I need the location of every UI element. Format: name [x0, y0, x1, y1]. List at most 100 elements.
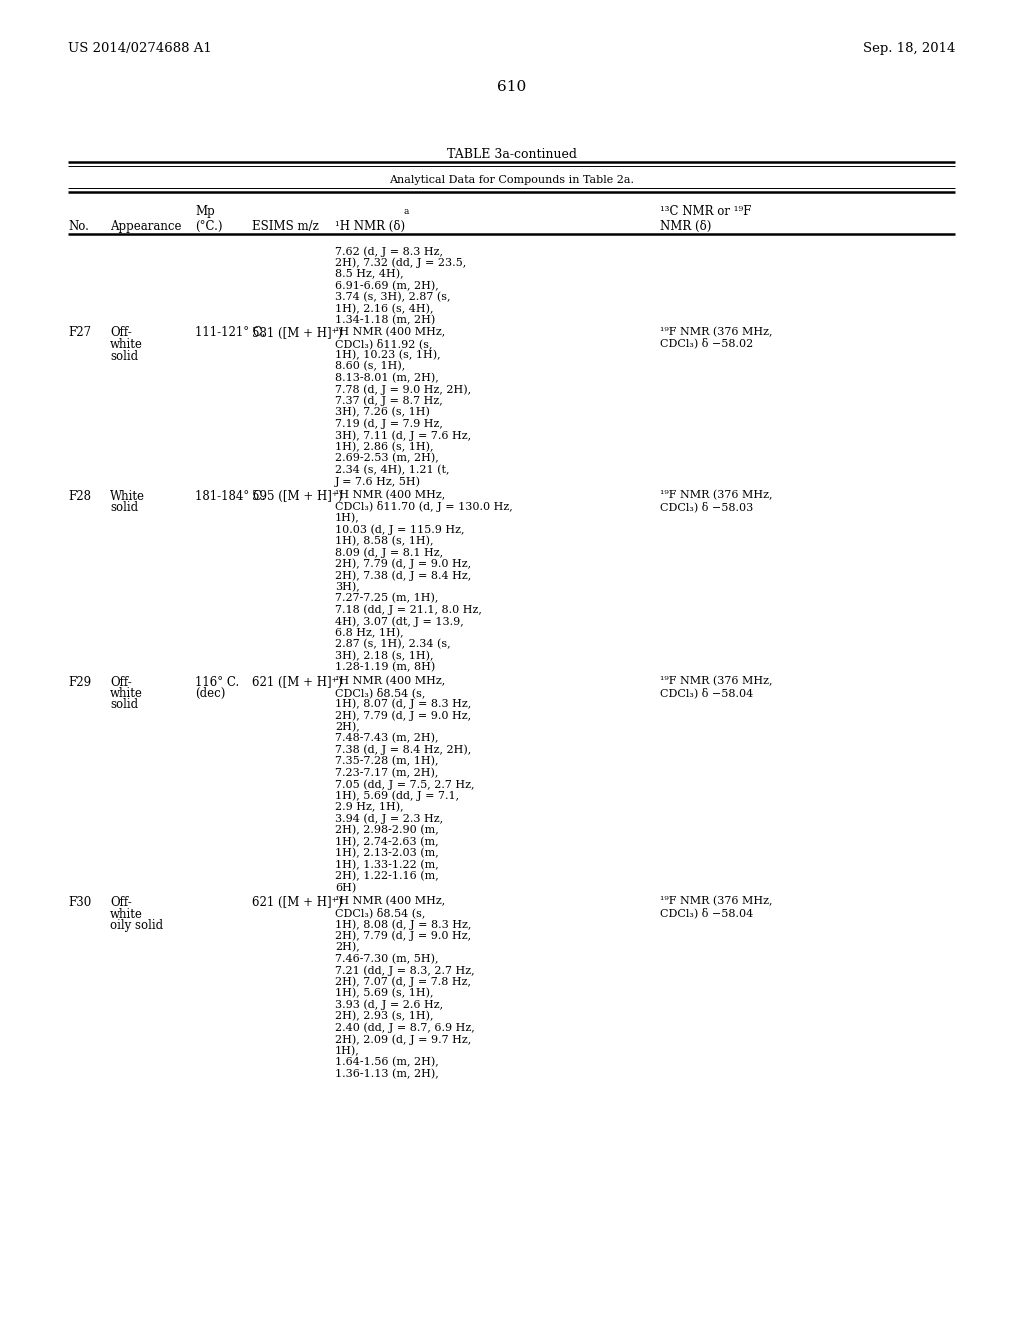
- Text: 581 ([M + H]⁺): 581 ([M + H]⁺): [252, 326, 342, 339]
- Text: CDCl₃) δ11.92 (s,: CDCl₃) δ11.92 (s,: [335, 338, 432, 348]
- Text: 7.48-7.43 (m, 2H),: 7.48-7.43 (m, 2H),: [335, 733, 438, 743]
- Text: 2H), 1.22-1.16 (m,: 2H), 1.22-1.16 (m,: [335, 871, 438, 882]
- Text: 2H), 7.79 (d, J = 9.0 Hz,: 2H), 7.79 (d, J = 9.0 Hz,: [335, 931, 471, 941]
- Text: (°C.): (°C.): [195, 220, 222, 234]
- Text: 2.9 Hz, 1H),: 2.9 Hz, 1H),: [335, 803, 403, 812]
- Text: ¹⁹F NMR (376 MHz,: ¹⁹F NMR (376 MHz,: [660, 326, 772, 337]
- Text: TABLE 3a-continued: TABLE 3a-continued: [447, 148, 577, 161]
- Text: NMR (δ): NMR (δ): [660, 220, 712, 234]
- Text: 6.8 Hz, 1H),: 6.8 Hz, 1H),: [335, 627, 403, 638]
- Text: F29: F29: [68, 676, 91, 689]
- Text: 7.18 (dd, J = 21.1, 8.0 Hz,: 7.18 (dd, J = 21.1, 8.0 Hz,: [335, 605, 482, 615]
- Text: oily solid: oily solid: [110, 919, 163, 932]
- Text: 1.36-1.13 (m, 2H),: 1.36-1.13 (m, 2H),: [335, 1068, 438, 1078]
- Text: CDCl₃) δ −58.02: CDCl₃) δ −58.02: [660, 338, 754, 348]
- Text: ESIMS m/z: ESIMS m/z: [252, 220, 318, 234]
- Text: 2H),: 2H),: [335, 722, 359, 731]
- Text: 7.23-7.17 (m, 2H),: 7.23-7.17 (m, 2H),: [335, 767, 438, 777]
- Text: 1H), 10.23 (s, 1H),: 1H), 10.23 (s, 1H),: [335, 350, 440, 360]
- Text: 8.60 (s, 1H),: 8.60 (s, 1H),: [335, 360, 406, 371]
- Text: a: a: [403, 207, 409, 216]
- Text: ¹⁹F NMR (376 MHz,: ¹⁹F NMR (376 MHz,: [660, 896, 772, 907]
- Text: solid: solid: [110, 350, 138, 363]
- Text: 1.64-1.56 (m, 2H),: 1.64-1.56 (m, 2H),: [335, 1057, 438, 1068]
- Text: 7.35-7.28 (m, 1H),: 7.35-7.28 (m, 1H),: [335, 756, 438, 767]
- Text: ¹H NMR (400 MHz,: ¹H NMR (400 MHz,: [335, 326, 445, 337]
- Text: 1.34-1.18 (m, 2H): 1.34-1.18 (m, 2H): [335, 315, 435, 325]
- Text: 1H), 1.33-1.22 (m,: 1H), 1.33-1.22 (m,: [335, 859, 438, 870]
- Text: 6.91-6.69 (m, 2H),: 6.91-6.69 (m, 2H),: [335, 281, 438, 290]
- Text: 116° C.: 116° C.: [195, 676, 240, 689]
- Text: 2.34 (s, 4H), 1.21 (t,: 2.34 (s, 4H), 1.21 (t,: [335, 465, 450, 475]
- Text: 7.21 (dd, J = 8.3, 2.7 Hz,: 7.21 (dd, J = 8.3, 2.7 Hz,: [335, 965, 475, 975]
- Text: CDCl₃) δ −58.03: CDCl₃) δ −58.03: [660, 502, 754, 512]
- Text: 1H),: 1H),: [335, 512, 359, 523]
- Text: US 2014/0274688 A1: US 2014/0274688 A1: [68, 42, 212, 55]
- Text: 3.93 (d, J = 2.6 Hz,: 3.93 (d, J = 2.6 Hz,: [335, 999, 443, 1010]
- Text: 2H), 7.32 (dd, J = 23.5,: 2H), 7.32 (dd, J = 23.5,: [335, 257, 466, 268]
- Text: Sep. 18, 2014: Sep. 18, 2014: [862, 42, 955, 55]
- Text: White: White: [110, 490, 145, 503]
- Text: 7.19 (d, J = 7.9 Hz,: 7.19 (d, J = 7.9 Hz,: [335, 418, 442, 429]
- Text: 1H), 8.58 (s, 1H),: 1H), 8.58 (s, 1H),: [335, 536, 433, 546]
- Text: 3H), 2.18 (s, 1H),: 3H), 2.18 (s, 1H),: [335, 651, 433, 661]
- Text: white: white: [110, 338, 143, 351]
- Text: 2H), 2.98-2.90 (m,: 2H), 2.98-2.90 (m,: [335, 825, 438, 836]
- Text: 2.40 (dd, J = 8.7, 6.9 Hz,: 2.40 (dd, J = 8.7, 6.9 Hz,: [335, 1023, 475, 1034]
- Text: CDCl₃) δ −58.04: CDCl₃) δ −58.04: [660, 908, 754, 919]
- Text: ¹H NMR (400 MHz,: ¹H NMR (400 MHz,: [335, 896, 445, 907]
- Text: No.: No.: [68, 220, 89, 234]
- Text: 621 ([M + H]⁺): 621 ([M + H]⁺): [252, 676, 342, 689]
- Text: 595 ([M + H]⁺): 595 ([M + H]⁺): [252, 490, 343, 503]
- Text: 8.09 (d, J = 8.1 Hz,: 8.09 (d, J = 8.1 Hz,: [335, 546, 443, 557]
- Text: 3.94 (d, J = 2.3 Hz,: 3.94 (d, J = 2.3 Hz,: [335, 813, 443, 824]
- Text: 1H), 5.69 (dd, J = 7.1,: 1H), 5.69 (dd, J = 7.1,: [335, 791, 459, 801]
- Text: 1H), 5.69 (s, 1H),: 1H), 5.69 (s, 1H),: [335, 987, 433, 998]
- Text: 6H): 6H): [335, 883, 356, 892]
- Text: 621 ([M + H]⁺): 621 ([M + H]⁺): [252, 896, 342, 909]
- Text: ¹H NMR (400 MHz,: ¹H NMR (400 MHz,: [335, 490, 445, 500]
- Text: solid: solid: [110, 698, 138, 711]
- Text: ¹H NMR (400 MHz,: ¹H NMR (400 MHz,: [335, 676, 445, 686]
- Text: 1H), 8.08 (d, J = 8.3 Hz,: 1H), 8.08 (d, J = 8.3 Hz,: [335, 919, 471, 929]
- Text: Off-: Off-: [110, 676, 132, 689]
- Text: 7.62 (d, J = 8.3 Hz,: 7.62 (d, J = 8.3 Hz,: [335, 246, 443, 256]
- Text: 8.13-8.01 (m, 2H),: 8.13-8.01 (m, 2H),: [335, 372, 438, 383]
- Text: 7.27-7.25 (m, 1H),: 7.27-7.25 (m, 1H),: [335, 593, 438, 603]
- Text: 1H), 2.86 (s, 1H),: 1H), 2.86 (s, 1H),: [335, 441, 433, 451]
- Text: F27: F27: [68, 326, 91, 339]
- Text: CDCl₃) δ11.70 (d, J = 130.0 Hz,: CDCl₃) δ11.70 (d, J = 130.0 Hz,: [335, 502, 513, 512]
- Text: 111-121° C.: 111-121° C.: [195, 326, 265, 339]
- Text: solid: solid: [110, 502, 138, 513]
- Text: 1H), 2.16 (s, 4H),: 1H), 2.16 (s, 4H),: [335, 304, 433, 314]
- Text: 1H), 2.13-2.03 (m,: 1H), 2.13-2.03 (m,: [335, 847, 438, 858]
- Text: F28: F28: [68, 490, 91, 503]
- Text: 610: 610: [498, 81, 526, 94]
- Text: 7.37 (d, J = 8.7 Hz,: 7.37 (d, J = 8.7 Hz,: [335, 396, 442, 407]
- Text: CDCl₃) δ −58.04: CDCl₃) δ −58.04: [660, 686, 754, 698]
- Text: 2.87 (s, 1H), 2.34 (s,: 2.87 (s, 1H), 2.34 (s,: [335, 639, 451, 649]
- Text: Off-: Off-: [110, 896, 132, 909]
- Text: Analytical Data for Compounds in Table 2a.: Analytical Data for Compounds in Table 2…: [389, 176, 635, 185]
- Text: white: white: [110, 686, 143, 700]
- Text: 2H), 7.79 (d, J = 9.0 Hz,: 2H), 7.79 (d, J = 9.0 Hz,: [335, 710, 471, 721]
- Text: 1.28-1.19 (m, 8H): 1.28-1.19 (m, 8H): [335, 663, 435, 672]
- Text: 181-184° C.: 181-184° C.: [195, 490, 265, 503]
- Text: ¹⁹F NMR (376 MHz,: ¹⁹F NMR (376 MHz,: [660, 490, 772, 500]
- Text: 2H), 2.09 (d, J = 9.7 Hz,: 2H), 2.09 (d, J = 9.7 Hz,: [335, 1034, 471, 1044]
- Text: 8.5 Hz, 4H),: 8.5 Hz, 4H),: [335, 269, 403, 280]
- Text: 1H), 2.74-2.63 (m,: 1H), 2.74-2.63 (m,: [335, 837, 438, 847]
- Text: 3H), 7.26 (s, 1H): 3H), 7.26 (s, 1H): [335, 407, 430, 417]
- Text: J = 7.6 Hz, 5H): J = 7.6 Hz, 5H): [335, 477, 421, 487]
- Text: 2H), 7.79 (d, J = 9.0 Hz,: 2H), 7.79 (d, J = 9.0 Hz,: [335, 558, 471, 569]
- Text: ¹⁹F NMR (376 MHz,: ¹⁹F NMR (376 MHz,: [660, 676, 772, 686]
- Text: 7.05 (dd, J = 7.5, 2.7 Hz,: 7.05 (dd, J = 7.5, 2.7 Hz,: [335, 779, 474, 789]
- Text: Appearance: Appearance: [110, 220, 181, 234]
- Text: 1H),: 1H),: [335, 1045, 359, 1056]
- Text: 7.38 (d, J = 8.4 Hz, 2H),: 7.38 (d, J = 8.4 Hz, 2H),: [335, 744, 471, 755]
- Text: Mp: Mp: [195, 205, 215, 218]
- Text: white: white: [110, 908, 143, 920]
- Text: 2.69-2.53 (m, 2H),: 2.69-2.53 (m, 2H),: [335, 453, 438, 463]
- Text: 2H), 7.38 (d, J = 8.4 Hz,: 2H), 7.38 (d, J = 8.4 Hz,: [335, 570, 471, 581]
- Text: 2H), 2.93 (s, 1H),: 2H), 2.93 (s, 1H),: [335, 1011, 433, 1022]
